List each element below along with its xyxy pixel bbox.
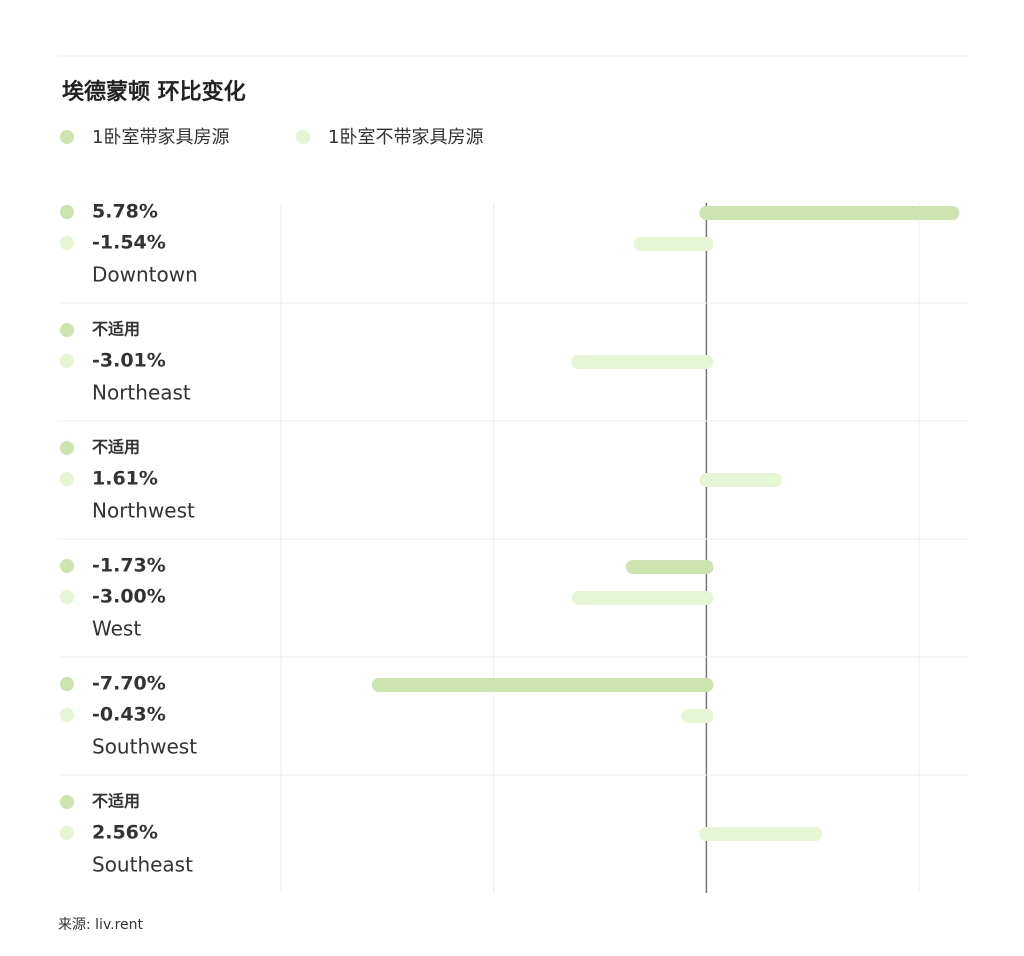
value-label: 不适用 bbox=[92, 438, 140, 457]
value-label: -1.54% bbox=[92, 232, 166, 254]
category-label: Northwest bbox=[92, 499, 195, 523]
value-label: 1.61% bbox=[92, 468, 158, 490]
row-swatch bbox=[60, 441, 74, 455]
value-label: -3.00% bbox=[92, 586, 166, 608]
legend-label: 1卧室不带家具房源 bbox=[328, 127, 483, 148]
row-swatch bbox=[60, 205, 74, 219]
source: 来源: liv.rent bbox=[58, 917, 144, 933]
chart-title: 埃德蒙顿 环比变化 bbox=[62, 79, 246, 105]
category-label: Northeast bbox=[92, 381, 191, 405]
legend-swatch bbox=[60, 130, 74, 144]
value-label: -3.01% bbox=[92, 350, 166, 372]
row-swatch bbox=[60, 323, 74, 337]
value-label: 5.78% bbox=[92, 201, 158, 223]
row-swatch bbox=[60, 677, 74, 691]
value-label: 2.56% bbox=[92, 822, 158, 844]
value-label: -1.73% bbox=[92, 555, 166, 577]
value-label: 不适用 bbox=[92, 792, 140, 811]
row-swatch bbox=[60, 236, 74, 250]
value-label: -0.43% bbox=[92, 704, 166, 726]
row-swatch bbox=[60, 472, 74, 486]
value-label: -7.70% bbox=[92, 673, 166, 695]
legend-swatch bbox=[296, 130, 310, 144]
category-label: Southeast bbox=[92, 853, 193, 877]
row-swatch bbox=[60, 795, 74, 809]
row-swatch bbox=[60, 590, 74, 604]
value-label: 不适用 bbox=[92, 320, 140, 339]
row-swatch bbox=[60, 826, 74, 840]
category-label: Southwest bbox=[92, 735, 197, 759]
row-swatch bbox=[60, 559, 74, 573]
category-label: West bbox=[92, 617, 141, 641]
row-swatch bbox=[60, 354, 74, 368]
category-label: Downtown bbox=[92, 263, 198, 287]
row-swatch bbox=[60, 708, 74, 722]
legend-label: 1卧室带家具房源 bbox=[92, 127, 229, 148]
